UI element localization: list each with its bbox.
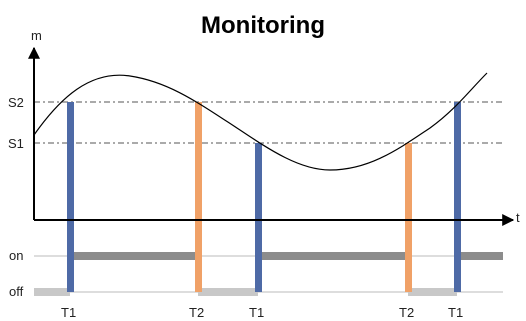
event-label-t2: T2 bbox=[189, 305, 204, 320]
off-bar bbox=[408, 288, 457, 296]
diagram-title: Monitoring bbox=[201, 12, 325, 39]
off-bar bbox=[198, 288, 258, 296]
event-label-t1: T1 bbox=[448, 305, 463, 320]
event-bar-t2 bbox=[405, 143, 412, 292]
event-label-t1: T1 bbox=[249, 305, 264, 320]
on-bar bbox=[457, 252, 503, 260]
off-state-label: off bbox=[9, 284, 24, 299]
threshold-s1-label: S1 bbox=[8, 136, 24, 151]
event-label-t2: T2 bbox=[399, 305, 414, 320]
on-state-label: on bbox=[9, 248, 23, 263]
threshold-s2-label: S2 bbox=[8, 95, 24, 110]
off-bar bbox=[34, 288, 70, 296]
signal-curve bbox=[33, 72, 488, 171]
y-axis-label: m bbox=[31, 28, 42, 43]
event-bar-t1 bbox=[454, 102, 461, 292]
event-bar-t1 bbox=[255, 143, 262, 292]
on-bar bbox=[258, 252, 408, 260]
on-bar bbox=[70, 252, 198, 260]
event-bar-t2 bbox=[195, 102, 202, 292]
event-bar-t1 bbox=[67, 102, 74, 292]
x-axis-label: t bbox=[516, 210, 520, 225]
event-label-t1: T1 bbox=[61, 305, 76, 320]
